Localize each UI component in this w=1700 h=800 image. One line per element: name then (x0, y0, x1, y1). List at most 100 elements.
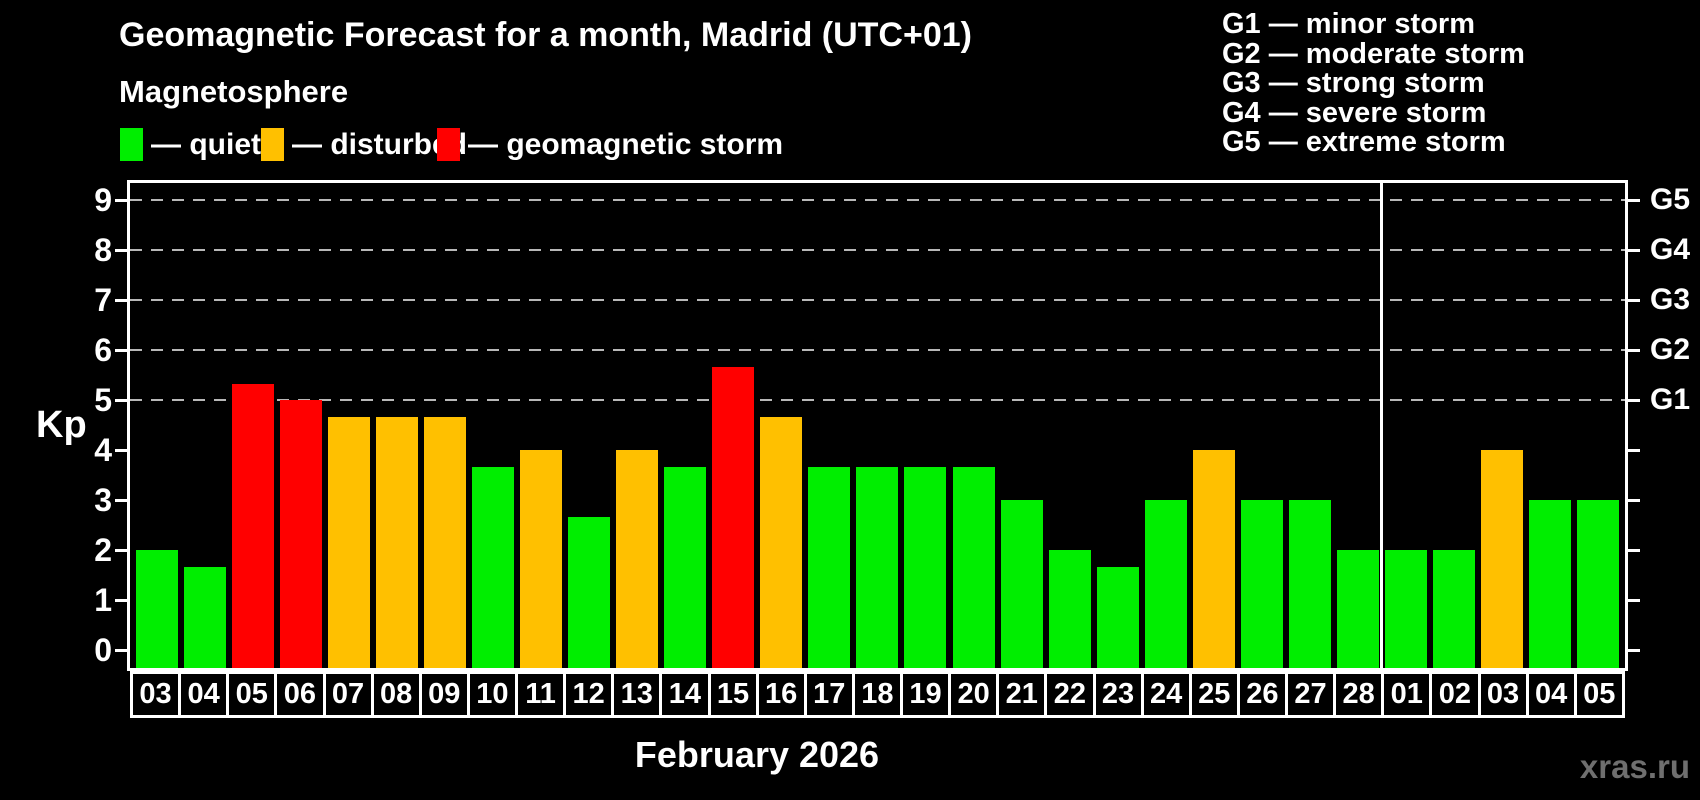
day-label-feb-15: 15 (707, 674, 756, 715)
bar-day-27 (1288, 500, 1331, 668)
y-axis-tick-right-1 (1625, 598, 1640, 602)
day-label-feb-11: 11 (515, 674, 563, 715)
day-label-feb-27: 27 (1285, 674, 1333, 715)
bar-day-07 (328, 416, 371, 668)
g-axis-label-g1: G1 (1650, 383, 1691, 416)
day-label-feb-26: 26 (1236, 674, 1285, 715)
y-axis-tick-right-9 (1625, 198, 1640, 202)
gridline-kp7 (130, 299, 1625, 301)
day-label-mar-05: 05 (1573, 674, 1622, 715)
bar-day-09 (424, 416, 467, 668)
gridline-kp5 (130, 399, 1625, 401)
y-axis-label-6: 6 (94, 332, 112, 368)
day-label-feb-16: 16 (755, 674, 804, 715)
y-axis-tick-right-8 (1625, 248, 1640, 252)
g-legend-item-g1: G1 — minor storm (1222, 8, 1475, 40)
y-axis-label-8: 8 (94, 232, 112, 268)
bar-day-03 (136, 550, 179, 668)
y-axis-tick-right-7 (1625, 298, 1640, 302)
day-label-feb-17: 17 (803, 674, 852, 715)
bar-day-03 (1480, 450, 1523, 668)
legend-label-quiet: — quiet (151, 128, 261, 161)
gridline-kp8 (130, 249, 1625, 251)
day-label-feb-18: 18 (851, 674, 900, 715)
y-axis-tick-right-2 (1625, 548, 1640, 552)
y-axis-tick-left-4 (115, 448, 130, 452)
y-axis-tick-left-2 (115, 548, 130, 552)
y-axis-tick-left-6 (115, 348, 130, 352)
day-label-feb-10: 10 (466, 674, 515, 715)
bar-day-24 (1144, 500, 1187, 668)
day-label-feb-13: 13 (611, 674, 659, 715)
day-label-feb-19: 19 (900, 674, 948, 715)
g-axis-label-g5: G5 (1650, 183, 1691, 216)
y-axis-tick-left-1 (115, 598, 130, 602)
y-axis-tick-left-0 (115, 648, 130, 652)
y-axis-label-9: 9 (94, 182, 112, 218)
bar-day-05 (1576, 500, 1619, 668)
plot-area (127, 180, 1628, 671)
bar-day-05 (232, 383, 275, 668)
y-axis-tick-right-4 (1625, 448, 1640, 452)
bar-day-15 (712, 366, 755, 668)
bar-day-23 (1096, 566, 1139, 668)
day-label-feb-20: 20 (948, 674, 996, 715)
legend-swatch-quiet (120, 128, 143, 161)
bar-day-06 (280, 400, 323, 668)
month-separator-line (1380, 183, 1384, 668)
bar-day-28 (1336, 550, 1379, 668)
y-axis-label-5: 5 (94, 382, 112, 418)
day-label-feb-22: 22 (1044, 674, 1092, 715)
bar-day-10 (472, 466, 515, 668)
y-axis-label-2: 2 (94, 532, 112, 568)
bar-day-26 (1240, 500, 1283, 668)
bar-day-17 (808, 466, 851, 668)
bar-day-25 (1192, 450, 1235, 668)
day-label-feb-07: 07 (322, 674, 371, 715)
g-scale-legend: G1 — minor storm G2 — moderate storm G3 … (1222, 8, 1525, 159)
bar-day-02 (1432, 550, 1475, 668)
day-label-feb-06: 06 (274, 674, 322, 715)
g-legend-item-g2: G2 — moderate storm (1222, 37, 1525, 70)
g-legend-item-g5: G5 — extreme storm (1222, 126, 1506, 159)
bar-day-01 (1384, 550, 1427, 668)
x-axis-day-labels: 03 04 05 06 07 08 09 10 11 12 13 14 15 16 17 18 19 20 21 22… (130, 671, 1625, 718)
bar-day-04 (184, 566, 227, 668)
chart-subtitle: Magnetosphere (119, 74, 349, 109)
y-axis-tick-left-7 (115, 298, 130, 302)
y-axis-label-4: 4 (94, 432, 112, 468)
y-axis-title: Kp (36, 404, 87, 446)
bar-day-16 (760, 416, 803, 668)
g-axis-label-g4: G4 (1650, 233, 1691, 266)
day-label-feb-12: 12 (563, 674, 611, 715)
bar-day-13 (616, 450, 659, 668)
bar-day-14 (664, 466, 707, 668)
chart-title: Geomagnetic Forecast for a month, Madrid… (119, 16, 972, 54)
bar-day-18 (856, 466, 899, 668)
bar-day-20 (952, 466, 995, 668)
legend-swatch-storm (437, 128, 460, 161)
day-label-mar-01: 01 (1381, 674, 1429, 715)
x-axis-month-label: February 2026 (634, 734, 880, 775)
legend-label-storm: — geomagnetic storm (468, 128, 784, 161)
g-legend-item-g3: G3 — strong storm (1222, 67, 1485, 100)
y-axis-label-0: 0 (94, 632, 112, 668)
bar-day-12 (568, 516, 611, 668)
bar-day-21 (1000, 500, 1043, 668)
day-label-feb-03: 03 (139, 678, 172, 710)
bar-day-22 (1048, 550, 1091, 668)
day-label-feb-28: 28 (1333, 674, 1381, 715)
day-label-feb-09: 09 (418, 674, 467, 715)
day-label-feb-14: 14 (659, 674, 707, 715)
day-label-mar-04: 04 (1525, 674, 1574, 715)
bar-day-08 (376, 416, 419, 668)
day-label-feb-25: 25 (1188, 674, 1237, 715)
y-axis-tick-left-9 (115, 198, 130, 202)
y-axis-label-7: 7 (94, 282, 112, 318)
bar-day-11 (520, 450, 563, 668)
g-axis-label-g2: G2 (1650, 333, 1691, 366)
gridline-kp9 (130, 199, 1625, 201)
g-legend-item-g4: G4 — severe storm (1222, 96, 1487, 129)
y-axis-tick-right-6 (1625, 348, 1640, 352)
